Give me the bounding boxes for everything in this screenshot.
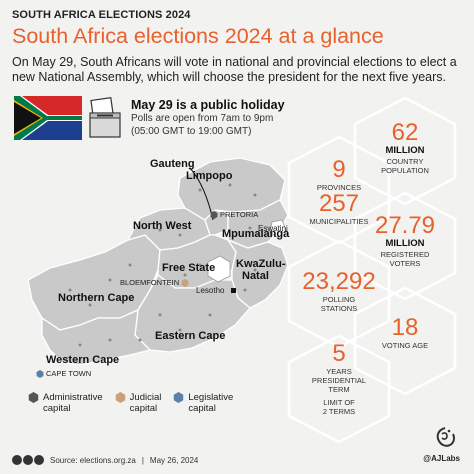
municipalities-value: 257 [318, 190, 360, 217]
stations-label-1: POLLING [322, 295, 356, 304]
legend-legislative-1: Legislative [188, 392, 234, 403]
footer: Source: elections.org.za | May 26, 2024 [12, 455, 198, 465]
source-text: Source: elections.org.za [50, 455, 136, 465]
label-eastern-cape: Eastern Cape [155, 330, 226, 342]
lesotho-label: Lesotho [196, 286, 225, 295]
administrative-hex-icon [28, 392, 39, 403]
south-africa-map [27, 157, 289, 366]
stat-population: 62 MILLION COUNTRY POPULATION [368, 119, 442, 176]
judicial-capital-icon [181, 278, 189, 287]
term-label-4: LIMIT OF [323, 398, 355, 407]
voting-age-label: VOTING AGE [381, 341, 429, 350]
date-text: May 26, 2024 [149, 455, 199, 465]
legend-administrative: Administrative capital [28, 392, 103, 414]
label-kwazulu-natal-2: Natal [242, 270, 269, 282]
voters-label-2: VOTERS [389, 259, 421, 268]
city-pretoria-label: PRETORIA [220, 210, 259, 219]
stat-stations: 23,292 POLLING STATIONS [297, 268, 381, 314]
label-limpopo: Limpopo [186, 170, 233, 182]
municipalities-label: MUNICIPALITIES [309, 217, 369, 226]
legislative-hex-icon [174, 392, 184, 403]
label-northern-cape: Northern Cape [58, 292, 135, 304]
city-bloemfontein-label: BLOEMFONTEIN [120, 278, 180, 287]
stat-term: 5 YEARS PRESIDENTIAL TERM LIMIT OF 2 TER… [302, 340, 376, 417]
stations-value: 23,292 [302, 268, 376, 295]
label-north-west: North West [133, 220, 192, 232]
lesotho-shape [207, 255, 231, 283]
population-value: 62 [391, 119, 419, 146]
stat-voting-age: 18 VOTING AGE [368, 314, 442, 351]
stat-provinces: 9 PROVINCES 257 MUNICIPALITIES [302, 156, 376, 227]
population-unit: MILLION [385, 145, 425, 156]
judicial-hex-icon [115, 392, 125, 403]
legend-legislative: Legislative capital [173, 392, 233, 414]
label-mpumalanga: Mpumalanga [222, 228, 290, 240]
provinces-value: 9 [332, 156, 346, 183]
legend-legislative-2: capital [188, 403, 216, 414]
city-cape-town: CAPE TOWN [36, 369, 91, 378]
term-label-1: YEARS [326, 367, 352, 376]
holiday-heading: May 29 is a public holiday [131, 98, 285, 112]
voting-age-value: 18 [391, 314, 419, 341]
voters-label-1: REGISTERED [380, 250, 430, 259]
map-legend: Administrative capital Judicial capital Le… [28, 392, 233, 414]
poll-hours: Polls are open from 7am to 9pm [131, 113, 274, 124]
voters-unit: MILLION [385, 238, 425, 249]
city-pretoria: PRETORIA [210, 210, 258, 219]
administrative-capital-icon [210, 210, 218, 219]
eswatini-label: Eswatini [258, 224, 288, 233]
provinces-label: PROVINCES [316, 183, 362, 192]
term-label-2: PRESIDENTIAL [311, 376, 367, 385]
ballot-box-icon [89, 97, 121, 138]
legend-judicial-1: Judicial [129, 392, 162, 403]
term-label-5: 2 TERMS [322, 407, 356, 416]
credit-text: @AJLabs [423, 454, 460, 463]
province-kwazulu-natal [226, 238, 289, 309]
label-gauteng: Gauteng [150, 158, 195, 170]
eswatini-shape [269, 219, 287, 239]
kicker: SOUTH AFRICA ELECTIONS 2024 [12, 9, 191, 21]
place-eswatini: Eswatini [258, 224, 288, 233]
legend-administrative-1: Administrative [43, 392, 103, 403]
al-jazeera-logo-icon [436, 427, 455, 447]
term-label-3: TERM [328, 385, 350, 394]
population-label-1: COUNTRY [386, 157, 424, 166]
legislative-capital-icon [36, 369, 44, 378]
creative-commons-icon [12, 455, 44, 465]
province-western-cape [41, 308, 152, 366]
term-value: 5 [332, 340, 346, 367]
legend-administrative-2: capital [43, 403, 71, 414]
place-lesotho: Lesotho [196, 286, 224, 295]
intro-text: On May 29, South Africans will vote in n… [12, 55, 457, 84]
city-bloemfontein: BLOEMFONTEIN [120, 278, 189, 287]
footer-separator: | [141, 455, 144, 465]
stations-label-2: STATIONS [320, 304, 358, 313]
legend-judicial: Judicial capital [115, 392, 162, 414]
label-kwazulu-natal-1: KwaZulu- [236, 258, 286, 270]
stat-voters: 27.79 MILLION REGISTERED VOTERS [368, 212, 442, 269]
province-eastern-cape [134, 274, 251, 353]
population-label-2: POPULATION [381, 166, 429, 175]
label-free-state: Free State [162, 262, 216, 274]
page-title: South Africa elections 2024 at a glance [12, 24, 384, 48]
south-africa-flag-icon [14, 96, 82, 140]
label-western-cape: Western Cape [46, 354, 120, 366]
city-cape-town-label: CAPE TOWN [46, 369, 92, 378]
poll-hours-gmt: (05:00 GMT to 19:00 GMT) [131, 126, 252, 137]
legend-judicial-2: capital [129, 403, 158, 414]
holiday-info: May 29 is a public holiday Polls are ope… [131, 98, 291, 138]
voters-value: 27.79 [374, 212, 436, 239]
